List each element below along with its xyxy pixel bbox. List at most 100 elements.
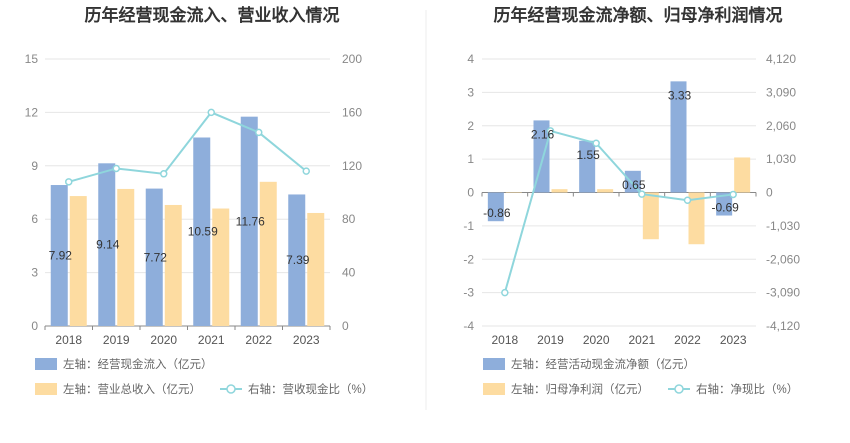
right-axis-tick: 2,060 bbox=[766, 119, 796, 133]
ratio-line bbox=[68, 111, 307, 183]
legend-swatch bbox=[483, 358, 505, 370]
ratio-point bbox=[160, 170, 168, 178]
primary-bar bbox=[240, 116, 258, 326]
ratio-point bbox=[207, 108, 215, 117]
primary-bar bbox=[487, 192, 504, 222]
x-axis-tick: 2021 bbox=[628, 333, 655, 347]
x-axis-tick: 2018 bbox=[491, 333, 518, 347]
secondary-bar bbox=[259, 181, 277, 326]
legend-swatch bbox=[35, 358, 57, 370]
legend-swatch bbox=[483, 383, 505, 395]
right-axis-tick: 0 bbox=[342, 319, 349, 333]
ratio-point bbox=[112, 164, 120, 173]
x-axis-tick: 2022 bbox=[245, 333, 272, 347]
primary-bar bbox=[193, 137, 211, 326]
primary-bar bbox=[579, 140, 596, 193]
right-axis-tick: 160 bbox=[342, 105, 362, 119]
left-axis-tick: 0 bbox=[467, 186, 474, 200]
ratio-point bbox=[255, 128, 263, 137]
x-axis-tick: 2018 bbox=[55, 333, 82, 347]
bar-data-label: 9.14 bbox=[96, 238, 120, 252]
left-axis-tick: 3 bbox=[467, 85, 474, 99]
chart-title: 历年经营现金流入、营业收入情况 bbox=[85, 5, 340, 25]
bar-data-label: 7.72 bbox=[144, 250, 168, 264]
bar-data-label: 7.39 bbox=[286, 253, 310, 267]
left-axis-tick: -4 bbox=[463, 319, 474, 333]
right-axis-tick: 200 bbox=[342, 52, 362, 66]
legend-label: 右轴：净现比（%） bbox=[696, 382, 798, 396]
left-axis-tick: 1 bbox=[467, 152, 474, 166]
right-axis-tick: -2,060 bbox=[766, 252, 800, 266]
ratio-line bbox=[503, 129, 734, 293]
secondary-bar bbox=[597, 189, 614, 193]
ratio-point bbox=[729, 190, 737, 199]
left-axis-tick: 12 bbox=[25, 105, 39, 119]
left-axis-tick: 6 bbox=[31, 212, 38, 226]
legend-label: 左轴：经营活动现金流净额（亿元） bbox=[511, 357, 695, 371]
right-axis-tick: 40 bbox=[342, 266, 356, 280]
left-axis-tick: 9 bbox=[31, 159, 38, 173]
bar-data-label: 1.55 bbox=[576, 148, 600, 162]
secondary-bar bbox=[734, 157, 751, 193]
x-axis-tick: 2020 bbox=[150, 333, 177, 347]
legend-label: 右轴：营收现金比（%） bbox=[248, 382, 373, 396]
ratio-point bbox=[592, 139, 600, 147]
ratio-point bbox=[683, 196, 692, 205]
x-axis-tick: 2019 bbox=[103, 333, 130, 347]
ratio-point bbox=[638, 190, 646, 198]
right-axis-tick: -3,090 bbox=[766, 286, 800, 300]
right-axis-tick: -1,030 bbox=[766, 219, 800, 233]
legend-swatch bbox=[35, 383, 57, 395]
bar-data-label: 10.59 bbox=[188, 225, 218, 239]
x-axis-tick: 2022 bbox=[674, 333, 701, 347]
legend-label: 左轴：归母净利润（亿元） bbox=[511, 382, 649, 396]
primary-bar bbox=[98, 163, 116, 326]
bar-data-label: 7.92 bbox=[49, 249, 73, 263]
primary-bar bbox=[288, 194, 306, 326]
secondary-bar bbox=[307, 212, 325, 326]
primary-bar bbox=[716, 192, 733, 216]
cashflow-revenue-chart: 历年经营现金流入、营业收入情况 0 3 6 9 12 15 0 40 80 120 160 200 201… bbox=[25, 5, 374, 396]
ratio-point bbox=[501, 288, 509, 297]
secondary-bar bbox=[688, 192, 705, 245]
bar-data-label: 11.76 bbox=[236, 214, 265, 228]
ratio-point bbox=[302, 167, 310, 175]
bar-data-label: -0.86 bbox=[483, 206, 511, 220]
legend-swatch-marker bbox=[226, 384, 236, 394]
ratio-point bbox=[546, 127, 555, 135]
netcash-profit-chart: 历年经营现金流净额、归母净利润情况 -4 -3 -2 -1 0 1 2 3 4 -4,120 -3,0… bbox=[463, 5, 800, 396]
right-axis-tick: 120 bbox=[342, 159, 362, 173]
x-axis-tick: 2023 bbox=[720, 333, 747, 347]
right-axis-tick: -4,120 bbox=[766, 319, 800, 333]
left-axis-tick: 2 bbox=[467, 119, 474, 133]
x-axis-tick: 2020 bbox=[583, 333, 610, 347]
secondary-bar bbox=[69, 196, 87, 326]
bar-data-label: -0.69 bbox=[711, 201, 739, 215]
ratio-point bbox=[65, 178, 73, 186]
left-axis-tick: -2 bbox=[463, 252, 474, 266]
x-axis-tick: 2019 bbox=[537, 333, 564, 347]
right-axis-tick: 0 bbox=[766, 186, 773, 200]
bar-data-label: 3.33 bbox=[668, 88, 692, 102]
secondary-bar bbox=[505, 192, 522, 193]
x-axis-tick: 2023 bbox=[293, 333, 320, 347]
left-axis-tick: -1 bbox=[463, 219, 474, 233]
primary-bar bbox=[50, 185, 68, 326]
secondary-bar bbox=[164, 204, 182, 326]
right-axis-tick: 4,120 bbox=[766, 52, 796, 66]
left-axis-tick: 4 bbox=[467, 52, 474, 66]
primary-bar bbox=[670, 81, 687, 193]
legend-swatch-marker bbox=[674, 384, 684, 394]
chart-title: 历年经营现金流净额、归母净利润情况 bbox=[494, 5, 783, 25]
bar-data-label: 0.65 bbox=[622, 178, 646, 192]
right-axis-tick: 3,090 bbox=[766, 85, 796, 99]
bar-data-label: 2.16 bbox=[531, 127, 555, 141]
secondary-bar bbox=[551, 189, 568, 193]
left-axis-tick: -3 bbox=[463, 286, 474, 300]
right-axis-tick: 80 bbox=[342, 212, 356, 226]
left-axis-tick: 3 bbox=[31, 266, 38, 280]
legend-label: 左轴：营业总收入（亿元） bbox=[63, 382, 201, 396]
primary-bar bbox=[145, 188, 163, 326]
